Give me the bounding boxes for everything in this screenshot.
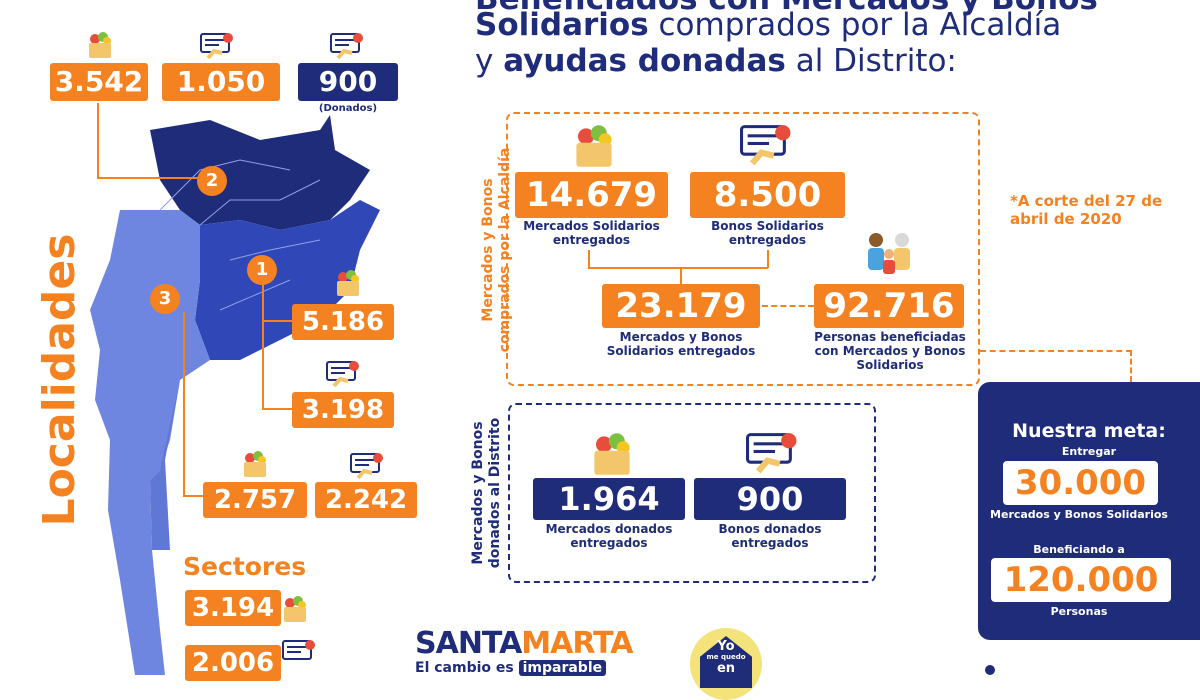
voucher-card-icon — [746, 433, 797, 474]
loc2-mercados-value: 3.542 — [50, 63, 148, 101]
grocery-bag-icon — [244, 451, 266, 477]
localidades-vertical-title: Localidades — [34, 233, 85, 527]
purchased-section-frame — [506, 112, 980, 386]
purchased-bonos-value: 8.500 — [690, 172, 845, 218]
loc2-donados-value: 900 — [298, 63, 398, 101]
connector-line — [97, 177, 199, 179]
donated-mercados-value: 1.964 — [533, 478, 685, 520]
meta-value-1: 30.000 — [1003, 461, 1158, 505]
connector-line — [183, 312, 185, 497]
loc2-donados-note: (Donados) — [318, 103, 378, 114]
grocery-bag-icon — [284, 596, 306, 622]
connector-line — [262, 408, 292, 410]
localidad-1-badge: 1 — [247, 255, 277, 285]
sectores-bonos-value: 2.006 — [185, 645, 281, 681]
localidad-3-badge: 3 — [150, 284, 180, 314]
loc3-bonos-value: 2.242 — [315, 482, 417, 518]
voucher-card-icon — [326, 361, 359, 387]
meta-sub2: Beneficiando a — [1033, 543, 1125, 556]
meta-sub1: Entregar — [1061, 445, 1117, 458]
personas-value: 92.716 — [814, 284, 964, 328]
voucher-card-icon — [350, 453, 383, 479]
donated-side-label: Mercados y Bonos donados al Distrito — [470, 417, 503, 569]
voucher-card-icon — [200, 33, 233, 59]
localidad-2-badge: 2 — [197, 166, 227, 196]
dashed-connector — [980, 350, 1132, 352]
dashed-connector — [762, 305, 814, 307]
decorative-dot — [985, 665, 995, 675]
yo-me-quedo-badge: Yo me quedo en — [690, 628, 762, 700]
connector-line — [262, 320, 292, 322]
donated-bonos-value: 900 — [694, 478, 846, 520]
title-line-2: Solidarios comprados por la Alcaldía — [475, 7, 1062, 43]
meta-label-1: Mercados y Bonos Solidarios — [990, 508, 1168, 521]
purchased-total-value: 23.179 — [602, 284, 760, 328]
loc1-mercados-value: 5.186 — [292, 304, 394, 340]
logo-tagline: El cambio es imparable — [415, 660, 607, 676]
grocery-bag-icon — [576, 125, 612, 167]
purchased-bonos-label: Bonos Solidarios entregados — [711, 219, 824, 247]
santa-marta-logo: SANTAMARTA — [415, 626, 633, 661]
localidades-map — [90, 115, 380, 675]
sectores-title: Sectores — [183, 552, 307, 581]
grocery-bag-icon — [594, 433, 630, 475]
loc2-bonos-value: 1.050 — [162, 63, 280, 101]
purchased-mercados-value: 14.679 — [515, 172, 668, 218]
voucher-card-icon — [282, 640, 315, 660]
sectores-mercados-value: 3.194 — [185, 590, 281, 626]
cutoff-note: *A corte del 27 de abril de 2020 — [1010, 192, 1163, 228]
title-line-3: y ayudas donadas al Distrito: — [475, 43, 957, 79]
meta-label-2: Personas — [1050, 605, 1108, 618]
connector-line — [262, 283, 264, 410]
connector-line — [97, 103, 99, 178]
grocery-bag-icon — [337, 270, 359, 296]
connector-line — [588, 250, 590, 268]
purchased-mercados-label: Mercados Solidarios entregados — [523, 219, 660, 247]
connector-line — [680, 267, 682, 285]
dashed-connector — [1130, 350, 1132, 382]
connector-line — [767, 250, 769, 268]
grocery-bag-icon — [89, 32, 111, 58]
loc3-mercados-value: 2.757 — [203, 482, 307, 518]
loc1-bonos-value: 3.198 — [292, 392, 394, 428]
voucher-card-icon — [330, 33, 363, 59]
meta-title: Nuestra meta: — [1012, 420, 1166, 442]
donated-mercados-label: Mercados donados entregados — [545, 522, 673, 550]
voucher-card-icon — [740, 125, 791, 166]
personas-label: Personas beneficiadas con Mercados y Bono… — [814, 330, 966, 372]
connector-line — [588, 267, 768, 269]
family-icon — [868, 233, 910, 274]
purchased-total-label: Mercados y Bonos Solidarios entregados — [606, 330, 756, 358]
title-line-1: Beneficiados con Mercados y Bonos — [475, 0, 1098, 18]
meta-value-2: 120.000 — [991, 558, 1171, 602]
purchased-side-label: Mercados y Bonos comprados por la Alcaldí… — [480, 147, 513, 353]
donated-section-frame — [508, 403, 876, 583]
connector-line — [183, 495, 203, 497]
donated-bonos-label: Bonos donados entregados — [718, 522, 822, 550]
